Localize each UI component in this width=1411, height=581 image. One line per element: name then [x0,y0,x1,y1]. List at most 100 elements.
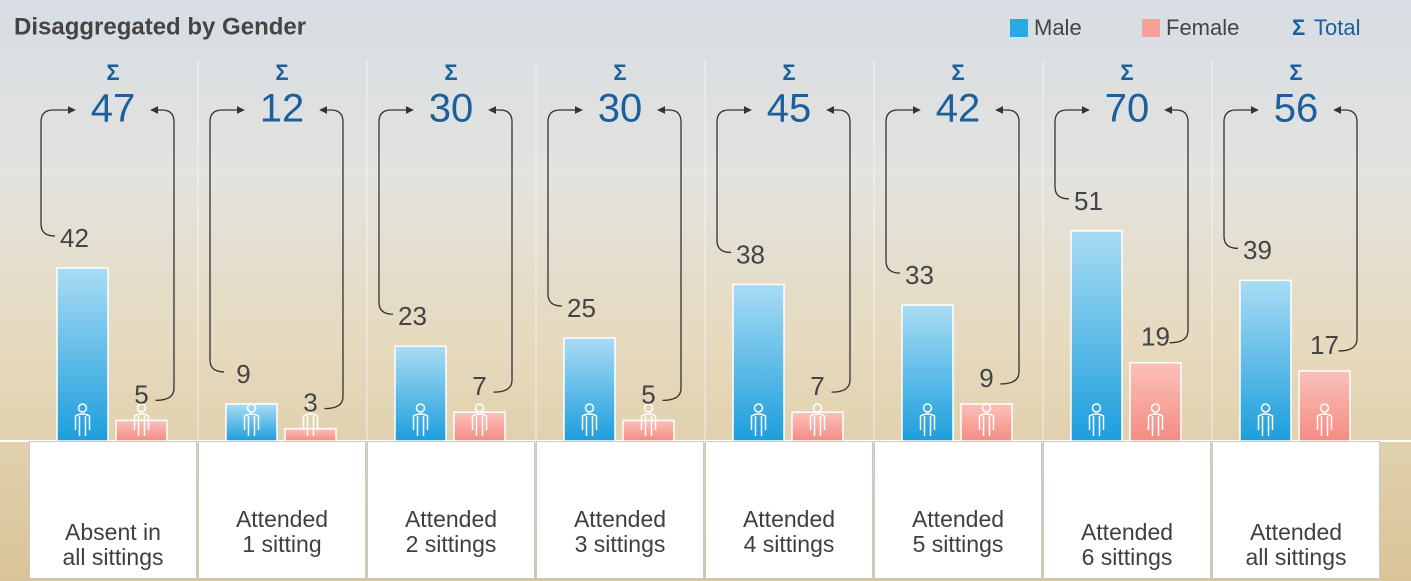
person-icon [978,413,995,436]
legend-label: Female [1166,15,1239,40]
total-label: 47 [91,87,136,131]
person-icon [136,403,147,413]
value-label: 9 [979,363,993,393]
person-icon [643,403,654,413]
person-icon [243,413,260,436]
person-icon [640,413,657,436]
person-icon [581,413,598,436]
total-symbol: Σ [1289,60,1302,85]
total-label: 30 [598,87,643,131]
bracket [40,106,76,237]
person-icon [77,403,88,413]
category-box: Attended 1 sitting [198,441,366,579]
total-symbol: Σ [106,60,119,85]
value-label: 3 [303,388,317,418]
person-icon [1091,403,1102,413]
bar-female [453,411,506,442]
total-symbol: Σ [782,60,795,85]
person-icon [474,403,485,413]
bracket [319,106,344,410]
bracket [1223,106,1259,249]
value-label: 17 [1310,330,1339,360]
total-label: 12 [260,87,305,131]
category-box: Attended all sittings [1212,441,1380,579]
bracket [209,106,245,373]
category-label: Attended 2 sittings [404,506,498,557]
person-icon [584,403,595,413]
person-icon [415,403,426,413]
value-label: 5 [134,379,148,409]
person-icon [753,403,764,413]
total-label: 45 [767,87,812,131]
chart-title: Disaggregated by Gender [14,13,306,40]
bar-female [1298,370,1351,442]
value-label: 39 [1243,235,1272,265]
category-label: Attended 4 sittings [742,506,836,557]
total-label: 56 [1274,87,1319,131]
total-symbol: Σ [951,60,964,85]
person-icon [1147,413,1164,436]
legend-label: Male [1034,15,1082,40]
value-label: 7 [472,371,486,401]
category-label: Attended 6 sittings [1080,519,1174,570]
bar-female [284,427,337,442]
value-label: 33 [905,260,934,290]
person-icon [919,413,936,436]
total-symbol: Σ [1120,60,1133,85]
bar-male [1239,279,1292,442]
category-label: Absent in all sittings [62,519,164,570]
value-label: 51 [1074,186,1103,216]
person-icon [812,403,823,413]
bracket [378,106,414,315]
category-label: Attended 1 sitting [235,506,329,557]
bar-female [115,419,168,442]
category-label: Attended 3 sittings [573,506,667,557]
bar-male [563,337,616,442]
person-icon [74,413,91,436]
bar-female [1129,361,1182,442]
value-label: 38 [736,239,765,269]
bracket [150,106,175,402]
bracket [995,106,1020,385]
bracket [1333,106,1358,352]
bracket [1054,106,1090,200]
total-symbol: Σ [444,60,457,85]
bar-male [56,267,109,442]
person-icon [1257,413,1274,436]
total-label: 70 [1105,87,1150,131]
bracket [826,106,851,393]
person-icon [1316,413,1333,436]
legend-swatch [1010,19,1028,37]
person-icon [471,413,488,436]
bar-female [960,403,1013,442]
person-icon [302,413,319,436]
value-label: 9 [236,359,250,389]
person-icon [750,413,767,436]
person-icon [1088,413,1105,436]
category-box: Attended 3 sittings [536,441,704,579]
person-icon [412,413,429,436]
bar-male [1070,230,1123,442]
bar-female [622,419,675,442]
bracket [547,106,583,307]
person-icon [981,403,992,413]
person-icon [1319,403,1330,413]
category-label: Attended all sittings [1245,519,1347,570]
bracket [1164,106,1189,344]
bracket [657,106,682,402]
value-label: 42 [60,223,89,253]
total-label: 42 [936,87,981,131]
bar-male [901,304,954,442]
person-icon [246,403,257,413]
person-icon [809,413,826,436]
value-label: 19 [1141,322,1170,352]
person-icon [305,403,316,413]
total-label: 30 [429,87,474,131]
value-label: 23 [398,301,427,331]
bar-female [791,411,844,442]
bar-male [225,403,278,442]
total-symbol: Σ [275,60,288,85]
person-icon [133,413,150,436]
category-box: Attended 5 sittings [874,441,1042,579]
